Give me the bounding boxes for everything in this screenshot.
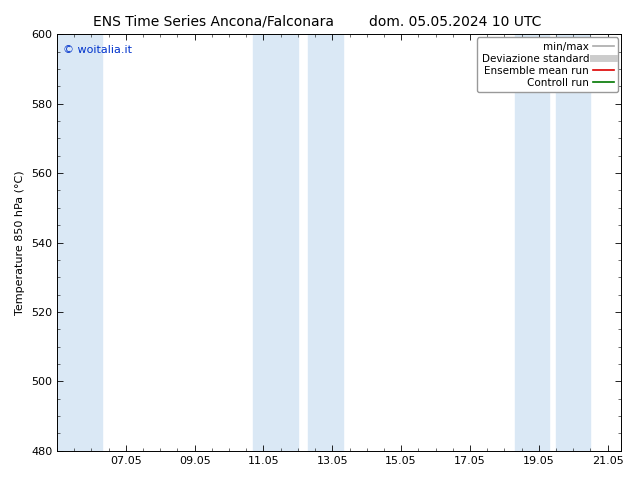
Y-axis label: Temperature 850 hPa (°C): Temperature 850 hPa (°C)	[15, 170, 25, 315]
Bar	[308, 34, 342, 451]
Bar	[57, 34, 102, 451]
Bar	[515, 34, 549, 451]
Bar	[556, 34, 590, 451]
Text: ENS Time Series Ancona/Falconara        dom. 05.05.2024 10 UTC: ENS Time Series Ancona/Falconara dom. 05…	[93, 15, 541, 29]
Legend: min/max, Deviazione standard, Ensemble mean run, Controll run: min/max, Deviazione standard, Ensemble m…	[477, 37, 618, 92]
Bar	[253, 34, 298, 451]
Text: © woitalia.it: © woitalia.it	[63, 45, 132, 55]
